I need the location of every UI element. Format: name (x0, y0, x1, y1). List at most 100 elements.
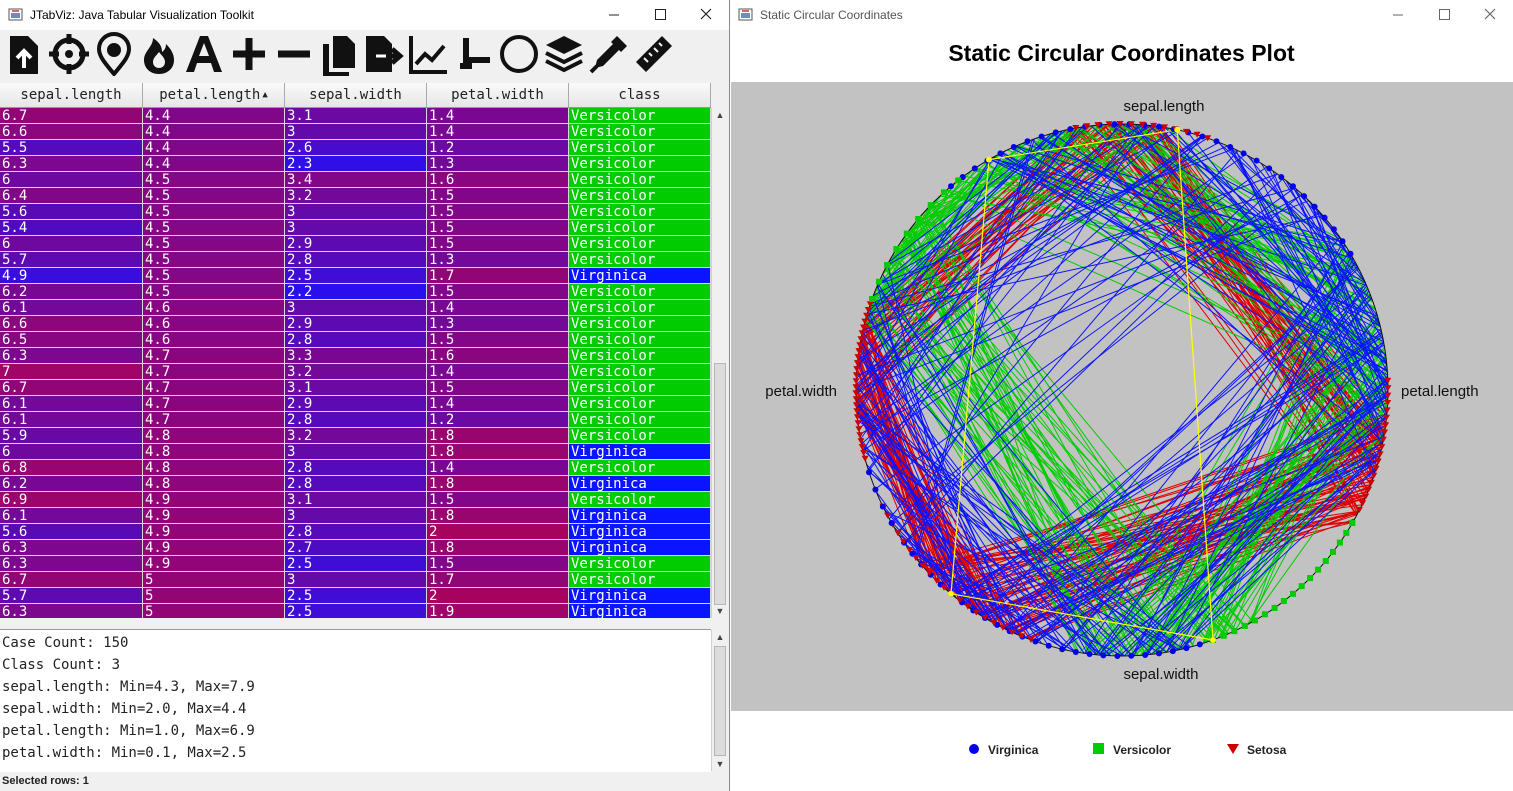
table-row[interactable]: 6.7 4.7 3.1 1.5 Versicolor (0, 380, 711, 396)
table-cell[interactable]: 5.7 (0, 252, 143, 268)
table-cell[interactable]: 1.6 (427, 172, 569, 188)
data-table[interactable]: sepal.length petal.length ▲ sepal.width p… (0, 83, 711, 618)
table-cell[interactable]: 4.7 (143, 380, 285, 396)
table-cell[interactable]: Virginica (569, 268, 711, 284)
table-cell[interactable]: 1.5 (427, 220, 569, 236)
table-cell[interactable]: 2.8 (285, 476, 427, 492)
table-cell[interactable]: 4.6 (143, 300, 285, 316)
table-cell[interactable]: Versicolor (569, 572, 711, 588)
table-row[interactable]: 6.9 4.9 3.1 1.5 Versicolor (0, 492, 711, 508)
table-cell[interactable]: 3.1 (285, 108, 427, 124)
circle-button[interactable] (497, 32, 541, 76)
scroll-down-arrow-icon[interactable]: ▼ (715, 759, 725, 769)
table-cell[interactable]: 3.1 (285, 492, 427, 508)
table-cell[interactable]: 5 (143, 588, 285, 604)
table-cell[interactable]: Versicolor (569, 284, 711, 300)
table-cell[interactable]: Versicolor (569, 460, 711, 476)
table-cell[interactable]: 2.8 (285, 252, 427, 268)
table-cell[interactable]: 2.5 (285, 604, 427, 618)
table-scrollbar[interactable]: ▲ ▼ (711, 108, 728, 618)
table-cell[interactable]: 4.6 (143, 316, 285, 332)
table-cell[interactable]: 4.5 (143, 252, 285, 268)
table-cell[interactable]: 1.5 (427, 204, 569, 220)
table-cell[interactable]: 3.2 (285, 428, 427, 444)
table-cell[interactable]: 6.3 (0, 604, 143, 618)
table-cell[interactable]: Versicolor (569, 316, 711, 332)
table-cell[interactable]: Versicolor (569, 108, 711, 124)
table-cell[interactable]: Versicolor (569, 492, 711, 508)
scroll-down-arrow-icon[interactable]: ▼ (715, 606, 725, 616)
table-cell[interactable]: 1.5 (427, 188, 569, 204)
table-cell[interactable]: 5.7 (0, 588, 143, 604)
table-cell[interactable]: Versicolor (569, 396, 711, 412)
table-cell[interactable]: 6.7 (0, 572, 143, 588)
table-cell[interactable]: 2.3 (285, 156, 427, 172)
table-cell[interactable]: 3 (285, 444, 427, 460)
table-cell[interactable]: Versicolor (569, 252, 711, 268)
table-cell[interactable]: 6 (0, 236, 143, 252)
table-cell[interactable]: 6.1 (0, 412, 143, 428)
legend-item-virginica[interactable]: Virginica (968, 743, 1038, 757)
table-cell[interactable]: 4.9 (143, 524, 285, 540)
table-cell[interactable]: 5.6 (0, 204, 143, 220)
table-cell[interactable]: 4.6 (143, 332, 285, 348)
table-row[interactable]: 6.3 4.9 2.5 1.5 Versicolor (0, 556, 711, 572)
close-button[interactable] (683, 0, 729, 30)
table-cell[interactable]: 2.9 (285, 236, 427, 252)
table-cell[interactable]: 2.5 (285, 588, 427, 604)
table-cell[interactable]: 1.8 (427, 476, 569, 492)
table-row[interactable]: 6.5 4.6 2.8 1.5 Versicolor (0, 332, 711, 348)
table-cell[interactable]: 4.7 (143, 396, 285, 412)
table-cell[interactable]: Versicolor (569, 300, 711, 316)
table-cell[interactable]: 4.7 (143, 412, 285, 428)
table-row[interactable]: 6.1 4.7 2.9 1.4 Versicolor (0, 396, 711, 412)
table-cell[interactable]: 1.5 (427, 236, 569, 252)
table-cell[interactable]: 1.3 (427, 316, 569, 332)
table-row[interactable]: 6.3 4.9 2.7 1.8 Virginica (0, 540, 711, 556)
zoom-out-button[interactable] (272, 32, 316, 76)
table-cell[interactable]: 2.2 (285, 284, 427, 300)
table-cell[interactable]: 6.3 (0, 540, 143, 556)
table-cell[interactable]: 1.4 (427, 396, 569, 412)
table-cell[interactable]: 3 (285, 300, 427, 316)
table-cell[interactable]: 1.7 (427, 268, 569, 284)
table-cell[interactable]: 4.5 (143, 284, 285, 300)
table-cell[interactable]: 6.7 (0, 380, 143, 396)
table-cell[interactable]: 6.3 (0, 156, 143, 172)
table-cell[interactable]: 4.7 (143, 364, 285, 380)
table-cell[interactable]: 5.6 (0, 524, 143, 540)
table-cell[interactable]: Versicolor (569, 556, 711, 572)
table-cell[interactable]: 1.8 (427, 428, 569, 444)
layers-button[interactable] (542, 32, 586, 76)
table-cell[interactable]: 6.4 (0, 188, 143, 204)
table-cell[interactable]: 6.1 (0, 396, 143, 412)
table-cell[interactable]: 1.5 (427, 556, 569, 572)
maximize-button[interactable] (637, 0, 683, 30)
table-cell[interactable]: 1.8 (427, 444, 569, 460)
table-cell[interactable]: 1.4 (427, 124, 569, 140)
scroll-thumb[interactable] (714, 646, 726, 756)
table-cell[interactable]: 2 (427, 588, 569, 604)
table-cell[interactable]: Versicolor (569, 124, 711, 140)
table-cell[interactable]: 1.6 (427, 348, 569, 364)
table-cell[interactable]: 1.3 (427, 156, 569, 172)
table-cell[interactable]: 4.9 (143, 492, 285, 508)
table-cell[interactable]: 3 (285, 124, 427, 140)
table-cell[interactable]: 3 (285, 220, 427, 236)
eyedropper-button[interactable] (587, 32, 631, 76)
table-cell[interactable]: 5.5 (0, 140, 143, 156)
table-cell[interactable]: 6.2 (0, 284, 143, 300)
table-cell[interactable]: Versicolor (569, 140, 711, 156)
minimize-button[interactable] (591, 0, 637, 30)
table-cell[interactable]: 4.5 (143, 172, 285, 188)
table-cell[interactable]: 4.9 (143, 508, 285, 524)
table-cell[interactable]: Versicolor (569, 380, 711, 396)
table-cell[interactable]: 1.4 (427, 108, 569, 124)
table-cell[interactable]: 2.9 (285, 316, 427, 332)
table-cell[interactable]: 4.9 (143, 556, 285, 572)
table-cell[interactable]: 1.4 (427, 300, 569, 316)
table-cell[interactable]: 4.5 (143, 220, 285, 236)
column-header-sepal-length[interactable]: sepal.length (0, 83, 143, 107)
table-cell[interactable]: Versicolor (569, 204, 711, 220)
table-row[interactable]: 6.2 4.5 2.2 1.5 Versicolor (0, 284, 711, 300)
